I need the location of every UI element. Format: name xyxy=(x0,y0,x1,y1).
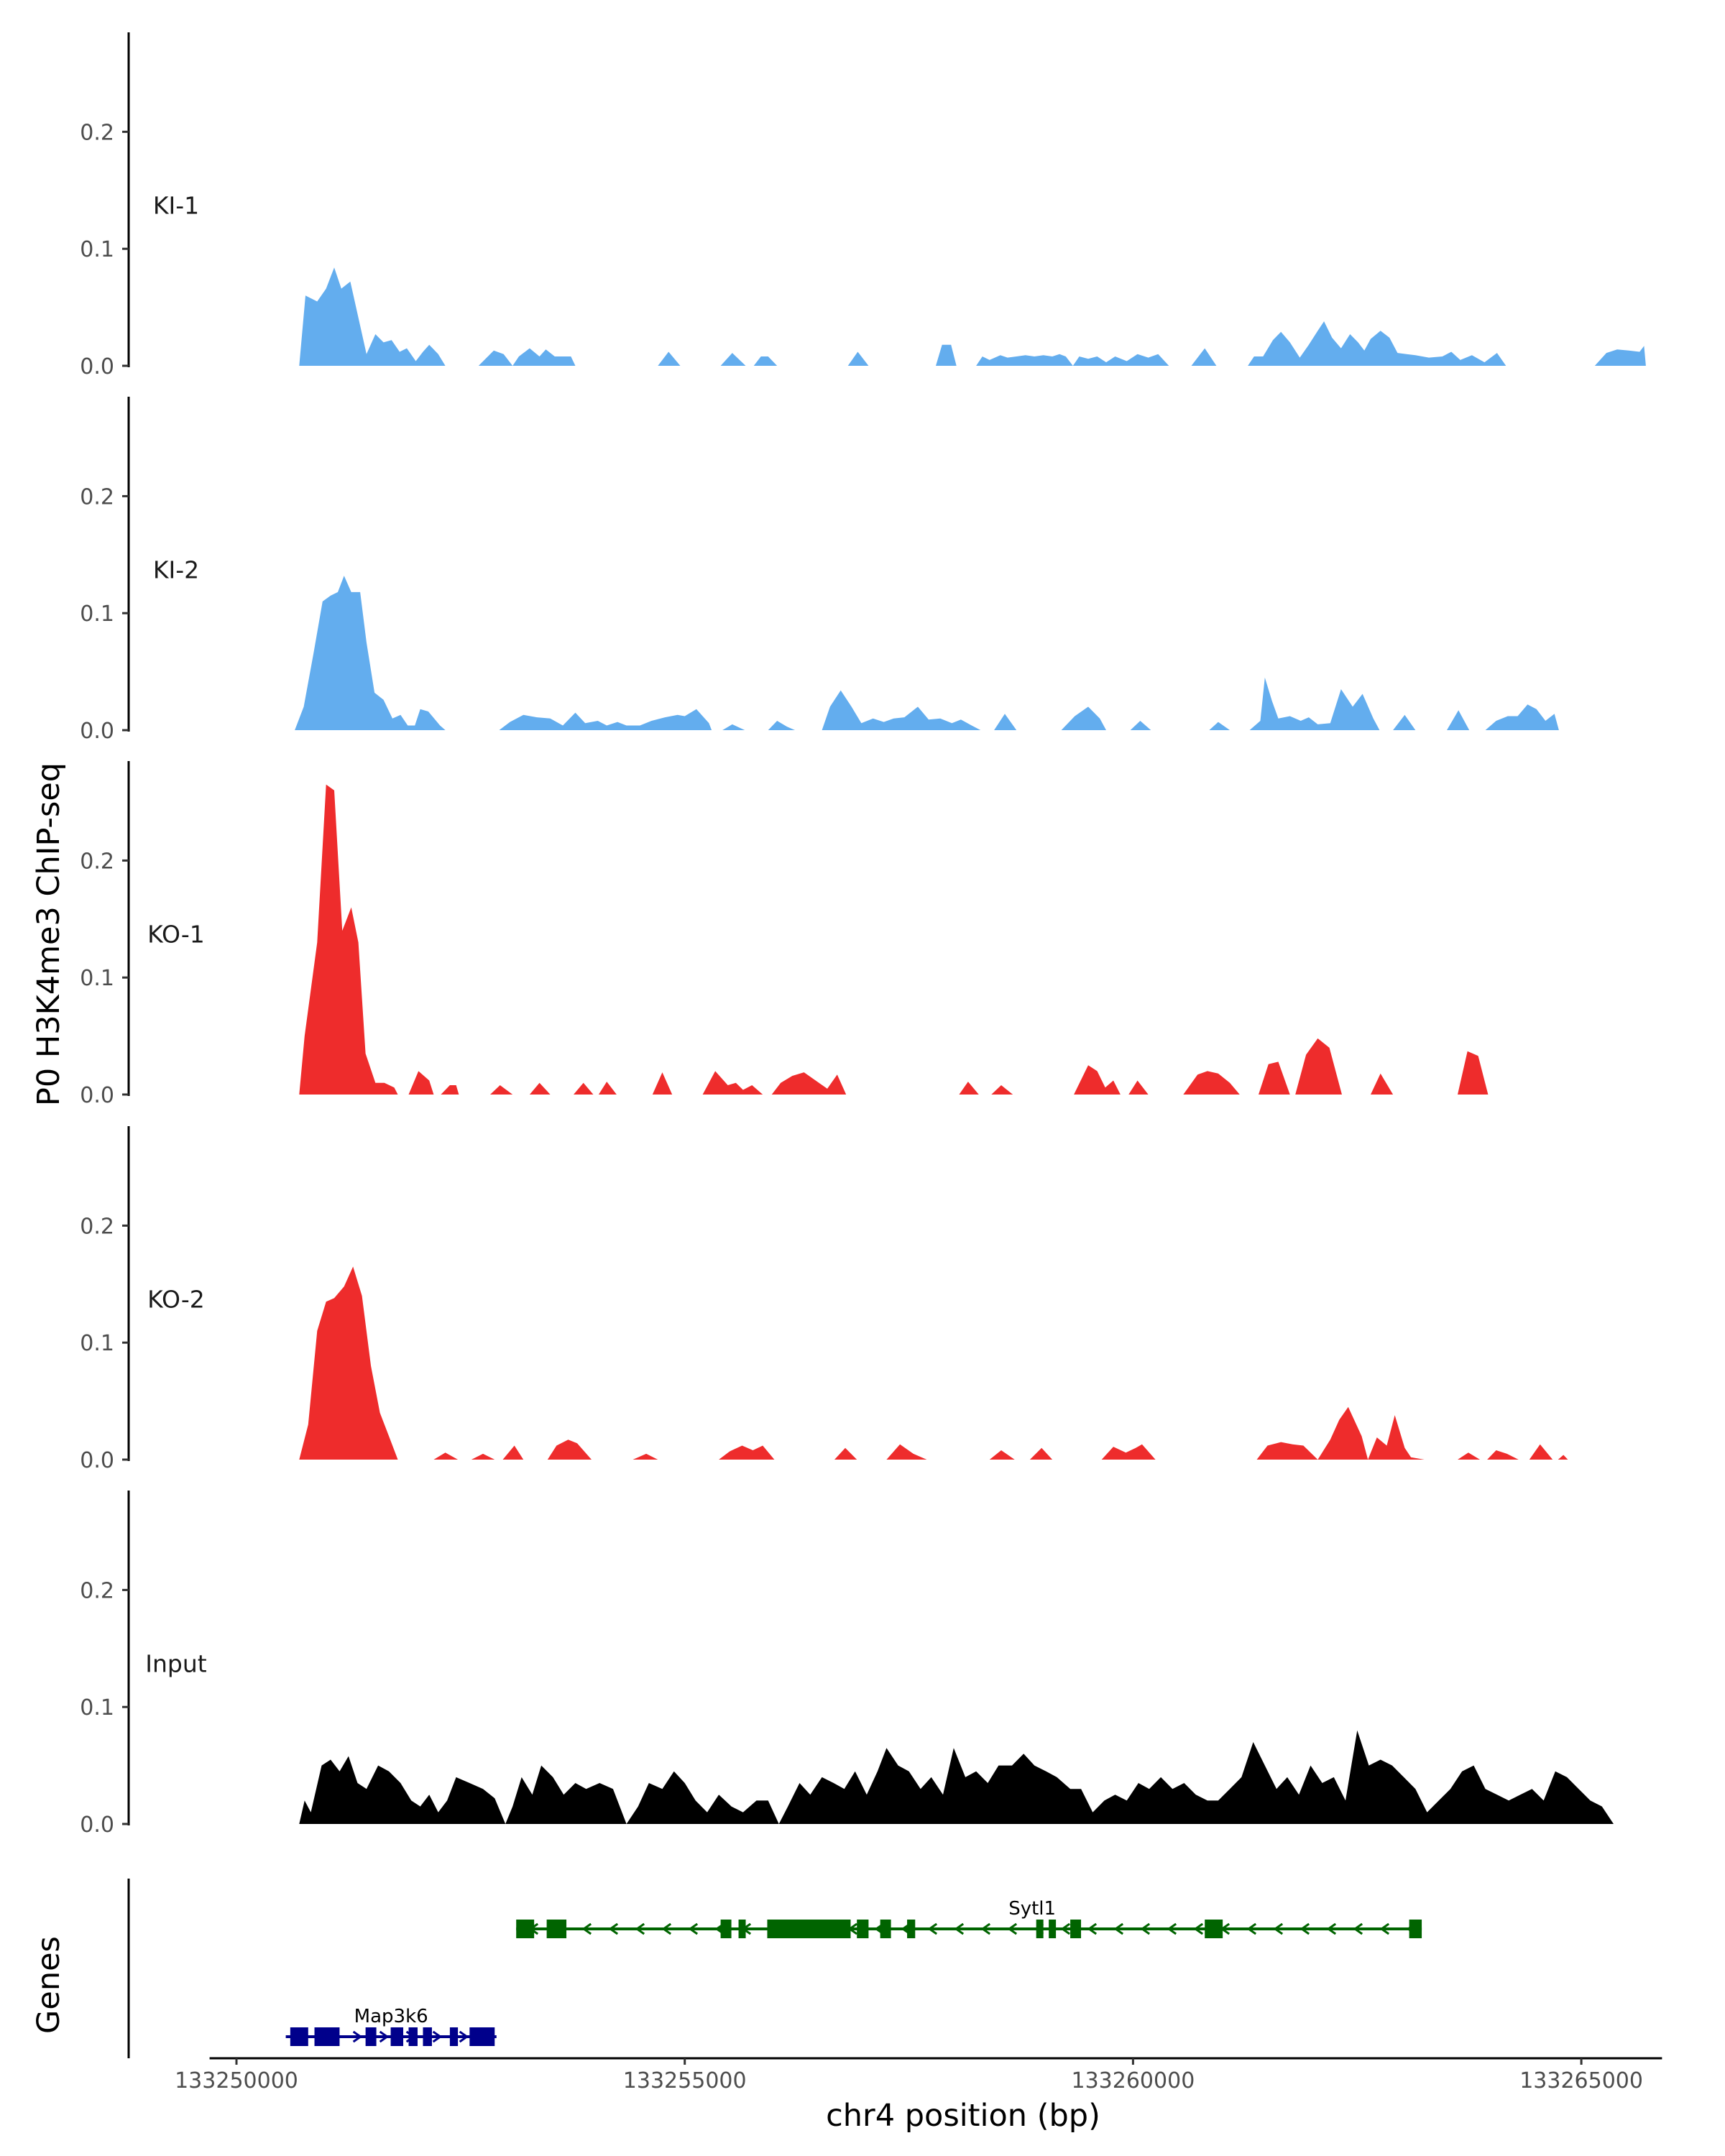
y-axis-title: P0 H3K4me3 ChIP-seq xyxy=(31,763,67,1106)
y-tick-label: 0.0 xyxy=(80,1083,114,1108)
track-label: KI-2 xyxy=(153,556,199,584)
genes-track: Sytl1 Map3k6 xyxy=(127,1879,1422,2058)
strand-arrow xyxy=(1353,1922,1363,1935)
strand-arrow xyxy=(352,2030,363,2043)
x-axis-title: chr4 position (bp) xyxy=(826,2098,1100,2134)
signal-area-ko-2 xyxy=(299,1266,1568,1460)
gene-map3k6: Map3k6 xyxy=(285,2006,497,2046)
gene-exon xyxy=(767,1920,851,1938)
gene-exon xyxy=(880,1920,891,1938)
strand-arrow xyxy=(379,2030,390,2043)
strand-arrow xyxy=(608,1922,619,1935)
gene-exon xyxy=(314,2027,340,2046)
gene-exon xyxy=(1049,1920,1057,1938)
strand-arrow xyxy=(927,1922,938,1935)
track-label: KO-2 xyxy=(147,1285,205,1313)
gene-exon xyxy=(290,2027,308,2046)
x-tick-label: 133250000 xyxy=(175,2068,298,2093)
y-tick-label: 0.2 xyxy=(80,1214,114,1239)
gene-exon xyxy=(365,2027,377,2046)
y-tick-label: 0.1 xyxy=(80,1695,114,1720)
signal-area-ki-2 xyxy=(295,576,1559,730)
signal-area-input xyxy=(299,1730,1614,1824)
gene-exon xyxy=(408,2027,418,2046)
y-tick-label: 0.1 xyxy=(80,1331,114,1356)
y-tick-label: 0.2 xyxy=(80,1578,114,1603)
track-label: KI-1 xyxy=(153,191,199,219)
strand-arrow xyxy=(581,1922,592,1935)
y-tick-label: 0.0 xyxy=(80,1812,114,1838)
gene-exon xyxy=(1205,1920,1223,1938)
strand-arrow xyxy=(1060,1922,1071,1935)
strand-arrow xyxy=(688,1922,699,1935)
gene-label: Sytl1 xyxy=(1008,1898,1056,1920)
signal-area-ki-1 xyxy=(299,267,1646,366)
strand-arrow xyxy=(661,1922,672,1935)
track-ko-1: 0.0 0.1 0.2 KO-1 xyxy=(80,761,1489,1108)
gene-exon xyxy=(738,1920,746,1938)
gene-exon xyxy=(516,1920,535,1938)
gene-exon xyxy=(857,1920,869,1938)
strand-arrow xyxy=(1300,1922,1310,1935)
gene-exon xyxy=(546,1920,567,1938)
gene-label: Map3k6 xyxy=(354,2006,428,2027)
y-tick-label: 0.1 xyxy=(80,237,114,262)
x-tick-label: 133260000 xyxy=(1072,2068,1195,2093)
signal-tracks: 0.00.10.2KI-10.00.10.2KI-20.00.10.2KO-10… xyxy=(80,32,1646,1838)
strand-arrow xyxy=(954,1922,965,1935)
strand-arrow xyxy=(1193,1922,1204,1935)
y-tick-label: 0.0 xyxy=(80,354,114,379)
gene-exon xyxy=(907,1920,916,1938)
strand-arrow xyxy=(432,2030,443,2043)
genes-axis-title: Genes xyxy=(31,1936,67,2034)
gene-exon xyxy=(449,2027,459,2046)
strand-arrow xyxy=(1273,1922,1284,1935)
y-tick-label: 0.1 xyxy=(80,602,114,627)
y-tick-label: 0.2 xyxy=(80,484,114,510)
strand-arrow xyxy=(1326,1922,1337,1935)
strand-arrow xyxy=(1140,1922,1151,1935)
gene-exon xyxy=(720,1920,732,1938)
strand-arrow xyxy=(1113,1922,1124,1935)
track-ki-1: 0.0 0.1 0.2 KI-1 xyxy=(80,32,1646,379)
strand-arrow xyxy=(980,1922,991,1935)
strand-arrow xyxy=(1087,1922,1098,1935)
y-tick-label: 0.1 xyxy=(80,966,114,991)
track-label: Input xyxy=(145,1649,207,1677)
gene-exon xyxy=(469,2027,495,2046)
track-ko-2: 0.0 0.1 0.2 KO-2 xyxy=(80,1126,1568,1473)
track-ki-2: 0.0 0.1 0.2 KI-2 xyxy=(80,397,1559,744)
x-tick-label: 133265000 xyxy=(1519,2068,1643,2093)
gene-exon xyxy=(390,2027,404,2046)
gene-exon xyxy=(1036,1920,1044,1938)
x-axis: 133250000 133255000 133260000 133265000 xyxy=(175,2057,1662,2093)
y-tick-label: 0.0 xyxy=(80,719,114,744)
y-tick-label: 0.2 xyxy=(80,849,114,874)
strand-arrow xyxy=(1379,1922,1390,1935)
gene-sytl1: Sytl1 xyxy=(516,1898,1422,1938)
strand-arrow xyxy=(1007,1922,1018,1935)
strand-arrow xyxy=(1246,1922,1257,1935)
gene-exon xyxy=(1070,1920,1082,1938)
x-tick-label: 133255000 xyxy=(623,2068,747,2093)
y-tick-label: 0.0 xyxy=(80,1448,114,1473)
track-label: KO-1 xyxy=(147,920,205,948)
strand-arrow xyxy=(635,1922,645,1935)
gene-exon xyxy=(1409,1920,1422,1938)
gene-exon xyxy=(423,2027,432,2046)
strand-arrow xyxy=(1167,1922,1177,1935)
track-input: 0.0 0.1 0.2 Input xyxy=(80,1491,1614,1838)
signal-area-ko-1 xyxy=(299,784,1489,1095)
y-tick-label: 0.2 xyxy=(80,120,114,145)
strand-arrow xyxy=(459,2030,469,2043)
